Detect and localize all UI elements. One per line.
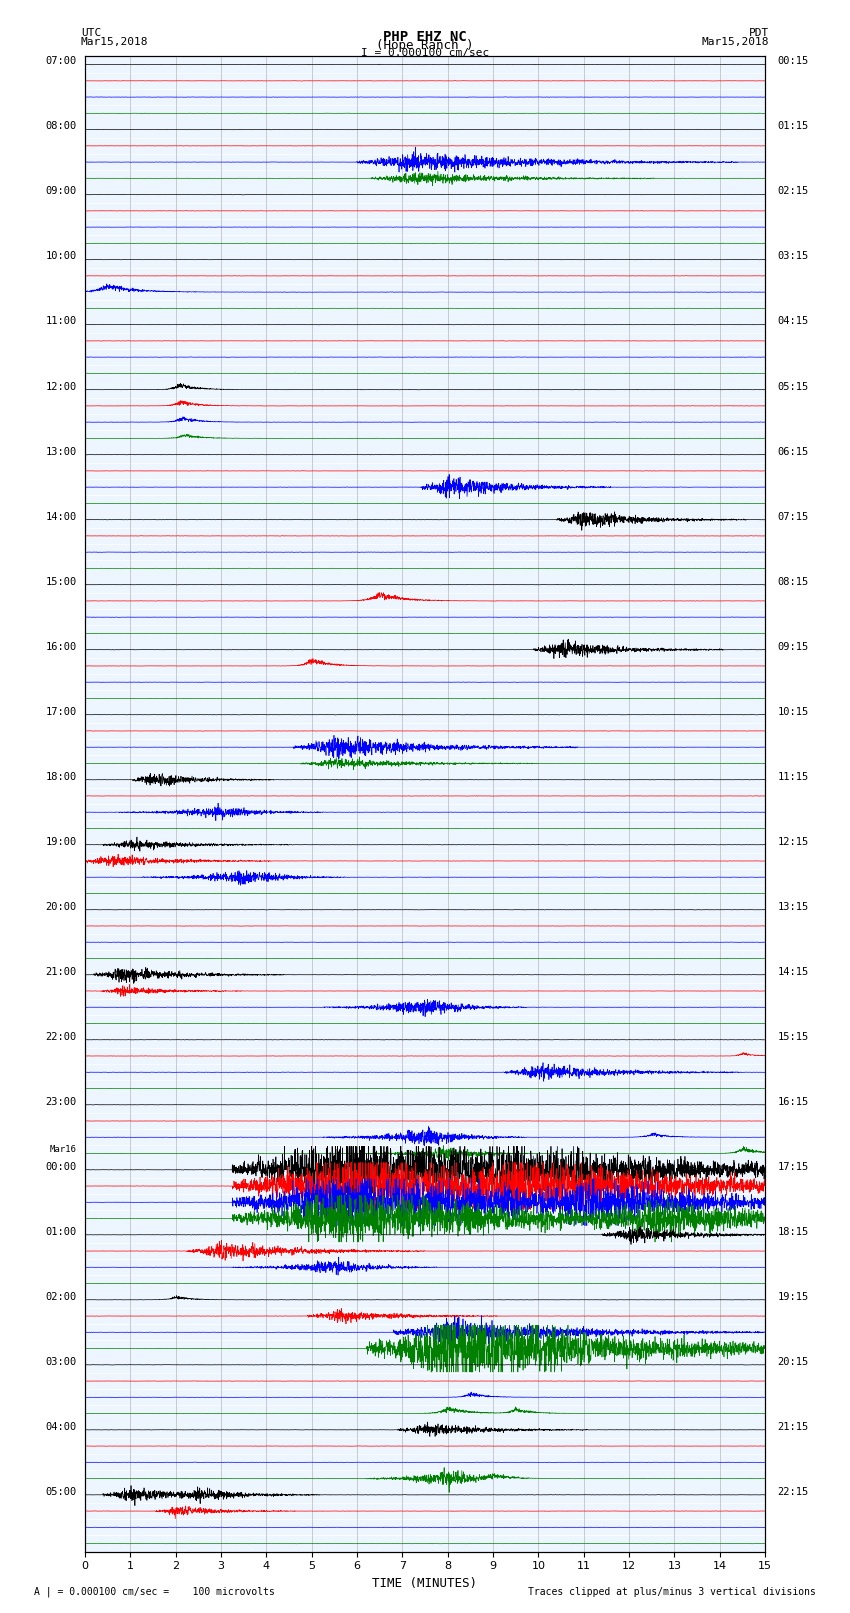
Text: 02:00: 02:00 <box>46 1292 76 1302</box>
Text: 00:15: 00:15 <box>777 56 808 66</box>
Text: 21:00: 21:00 <box>46 966 76 976</box>
Bar <box>85 56 765 121</box>
Text: 12:00: 12:00 <box>46 382 76 392</box>
Bar <box>85 576 765 642</box>
Text: UTC: UTC <box>81 29 101 39</box>
Bar <box>85 1226 765 1292</box>
Text: 15:00: 15:00 <box>46 576 76 587</box>
Bar <box>85 966 765 1032</box>
X-axis label: TIME (MINUTES): TIME (MINUTES) <box>372 1578 478 1590</box>
Text: 11:15: 11:15 <box>777 771 808 782</box>
Bar <box>85 252 765 316</box>
Text: Mar16: Mar16 <box>50 1145 76 1153</box>
Bar <box>85 1357 765 1421</box>
Bar <box>85 511 765 576</box>
Text: 11:00: 11:00 <box>46 316 76 326</box>
Text: 18:15: 18:15 <box>777 1226 808 1237</box>
Text: A | = 0.000100 cm/sec =    100 microvolts: A | = 0.000100 cm/sec = 100 microvolts <box>34 1586 275 1597</box>
Bar <box>85 447 765 511</box>
Text: PHP EHZ NC: PHP EHZ NC <box>383 31 467 44</box>
Bar <box>85 187 765 252</box>
Bar <box>85 1421 765 1487</box>
Text: 08:00: 08:00 <box>46 121 76 132</box>
Text: 23:00: 23:00 <box>46 1097 76 1107</box>
Text: 17:15: 17:15 <box>777 1161 808 1171</box>
Text: 19:00: 19:00 <box>46 837 76 847</box>
Text: I = 0.000100 cm/sec: I = 0.000100 cm/sec <box>361 48 489 58</box>
Text: 00:00: 00:00 <box>46 1161 76 1171</box>
Bar <box>85 837 765 902</box>
Bar <box>85 706 765 771</box>
Bar <box>85 771 765 837</box>
Text: 22:15: 22:15 <box>777 1487 808 1497</box>
Bar <box>85 902 765 966</box>
Text: 19:15: 19:15 <box>777 1292 808 1302</box>
Text: PDT: PDT <box>749 29 769 39</box>
Text: 14:15: 14:15 <box>777 966 808 976</box>
Text: 02:15: 02:15 <box>777 187 808 197</box>
Text: 09:00: 09:00 <box>46 187 76 197</box>
Text: (Hope Ranch ): (Hope Ranch ) <box>377 39 473 52</box>
Bar <box>85 1032 765 1097</box>
Text: 20:15: 20:15 <box>777 1357 808 1366</box>
Bar <box>85 1292 765 1357</box>
Text: 10:15: 10:15 <box>777 706 808 716</box>
Text: 08:15: 08:15 <box>777 576 808 587</box>
Text: 04:15: 04:15 <box>777 316 808 326</box>
Text: 12:15: 12:15 <box>777 837 808 847</box>
Bar <box>85 642 765 706</box>
Text: 07:15: 07:15 <box>777 511 808 521</box>
Text: 16:00: 16:00 <box>46 642 76 652</box>
Text: 17:00: 17:00 <box>46 706 76 716</box>
Bar <box>85 1097 765 1161</box>
Text: 01:00: 01:00 <box>46 1226 76 1237</box>
Bar <box>85 1487 765 1552</box>
Bar <box>85 1161 765 1226</box>
Bar <box>85 382 765 447</box>
Text: 05:15: 05:15 <box>777 382 808 392</box>
Text: Mar15,2018: Mar15,2018 <box>702 37 769 47</box>
Text: 03:15: 03:15 <box>777 252 808 261</box>
Bar <box>85 316 765 382</box>
Text: 15:15: 15:15 <box>777 1032 808 1042</box>
Text: 16:15: 16:15 <box>777 1097 808 1107</box>
Text: Traces clipped at plus/minus 3 vertical divisions: Traces clipped at plus/minus 3 vertical … <box>528 1587 816 1597</box>
Text: Mar15,2018: Mar15,2018 <box>81 37 148 47</box>
Text: 13:15: 13:15 <box>777 902 808 911</box>
Text: 21:15: 21:15 <box>777 1421 808 1432</box>
Text: 13:00: 13:00 <box>46 447 76 456</box>
Text: 09:15: 09:15 <box>777 642 808 652</box>
Text: 04:00: 04:00 <box>46 1421 76 1432</box>
Text: 07:00: 07:00 <box>46 56 76 66</box>
Bar <box>85 121 765 187</box>
Text: 03:00: 03:00 <box>46 1357 76 1366</box>
Text: 14:00: 14:00 <box>46 511 76 521</box>
Text: 01:15: 01:15 <box>777 121 808 132</box>
Text: 10:00: 10:00 <box>46 252 76 261</box>
Text: 20:00: 20:00 <box>46 902 76 911</box>
Text: 05:00: 05:00 <box>46 1487 76 1497</box>
Text: 18:00: 18:00 <box>46 771 76 782</box>
Text: 22:00: 22:00 <box>46 1032 76 1042</box>
Text: 06:15: 06:15 <box>777 447 808 456</box>
